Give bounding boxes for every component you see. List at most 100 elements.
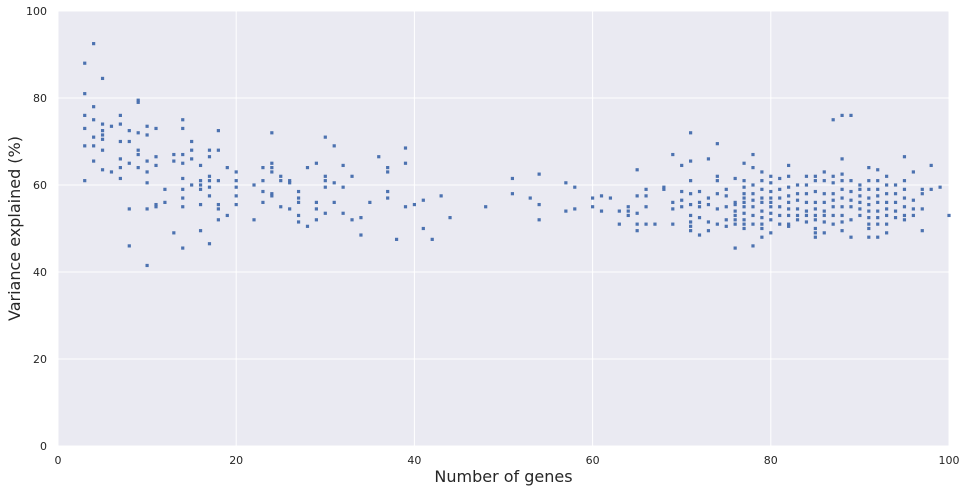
data-point [902,179,907,183]
data-point [787,222,791,226]
data-point [724,187,728,191]
data-point [902,196,907,200]
data-point [190,157,194,161]
data-point [885,231,889,235]
data-point [608,196,613,200]
data-point [751,192,755,196]
data-point [296,213,301,218]
data-point [822,170,826,174]
data-point [314,200,318,204]
data-point [207,155,212,159]
data-point [644,205,648,209]
data-point [769,189,773,194]
data-point [314,218,318,222]
data-point [760,179,764,183]
x-tick-label: 100 [939,454,960,467]
data-point [706,157,711,161]
data-point [234,170,238,174]
data-point [689,179,693,183]
data-point [350,174,354,178]
data-point [893,209,898,213]
data-point [394,237,399,241]
data-point [252,183,256,187]
data-point [795,207,800,211]
data-point [305,166,310,170]
data-point [127,244,131,248]
data-point [876,222,880,226]
data-point [840,172,844,176]
data-point [510,192,515,196]
data-point [742,192,746,196]
data-point [804,213,809,218]
data-point [234,202,238,207]
data-point [697,233,702,237]
data-point [181,161,185,165]
data-point [885,192,889,196]
data-point [920,207,924,211]
data-point [564,181,568,185]
data-point [840,229,844,233]
data-point [902,187,907,191]
data-point [216,129,220,133]
data-point [198,163,203,168]
data-point [288,207,292,211]
data-point [190,148,194,152]
data-point [769,218,773,222]
data-point [813,226,817,231]
data-point [181,187,185,191]
data-point [421,226,425,231]
data-point [653,222,657,226]
data-point [118,157,122,161]
data-point [439,194,443,198]
data-point [724,194,728,198]
data-point [876,200,880,204]
data-point [234,194,238,198]
data-point [83,61,87,65]
data-point [680,198,684,202]
data-point [742,222,746,226]
data-point [787,213,791,218]
data-point [849,113,853,117]
data-point [644,222,648,226]
data-point [831,192,835,196]
data-point [207,179,212,183]
data-point [181,126,185,131]
data-point [733,200,737,204]
data-point [181,176,185,181]
data-point [751,183,755,187]
data-point [867,166,871,170]
data-point [751,166,755,170]
data-point [822,179,826,183]
data-point [911,207,915,211]
data-point [733,222,737,226]
data-point [234,179,238,183]
data-point [92,105,96,109]
data-point [136,152,140,157]
data-point [323,174,327,178]
data-point [83,179,87,183]
data-point [386,166,390,170]
data-point [760,196,764,200]
data-point [751,213,755,218]
data-point [867,216,871,220]
data-point [626,205,630,209]
data-point [902,205,907,209]
data-point [778,187,782,191]
data-point [769,196,773,200]
data-point [181,152,185,157]
data-point [591,205,595,209]
data-point [573,207,577,211]
data-point [100,168,105,172]
data-point [804,192,809,196]
data-point [822,231,826,235]
data-point [145,133,149,137]
data-point [831,181,835,185]
data-point [733,209,737,213]
data-point [920,192,924,196]
y-tick-label: 100 [26,5,47,18]
data-point [849,198,853,202]
data-point [867,222,871,226]
data-point [893,192,898,196]
data-point [528,196,532,200]
data-point [154,205,158,209]
